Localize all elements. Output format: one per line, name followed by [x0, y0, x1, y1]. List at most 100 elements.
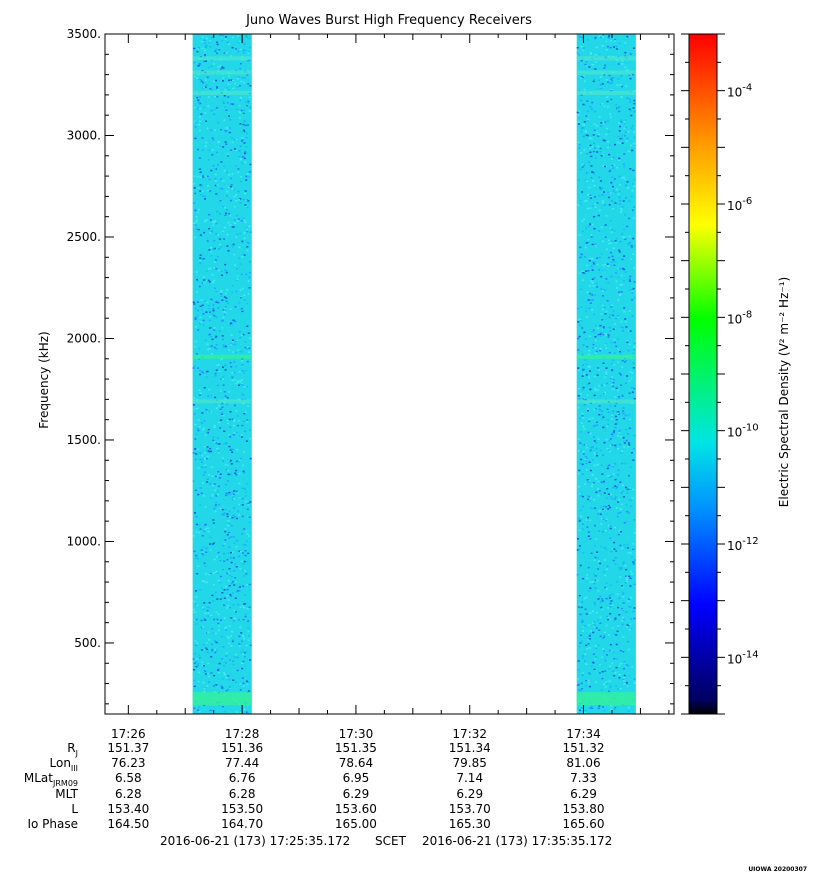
burst-noise-pixel — [582, 76, 585, 79]
burst-noise-pixel — [198, 63, 201, 65]
burst-noise-pixel — [602, 333, 605, 336]
burst-noise-pixel — [598, 195, 601, 197]
burst-noise-pixel — [203, 618, 206, 620]
burst-noise-pixel — [579, 246, 582, 249]
burst-noise-pixel — [212, 484, 215, 486]
burst-noise-pixel — [201, 466, 204, 469]
burst-noise-pixel — [223, 119, 226, 121]
burst-noise-pixel — [585, 684, 588, 687]
burst-noise-pixel — [594, 424, 597, 427]
burst-noise-pixel — [618, 42, 621, 44]
burst-noise-pixel — [216, 41, 219, 44]
burst-noise-pixel — [239, 123, 242, 125]
burst-noise-pixel — [225, 676, 228, 679]
burst-noise-pixel — [215, 52, 218, 55]
burst-noise-pixel — [616, 107, 619, 110]
burst-noise-pixel — [608, 204, 611, 206]
burst-noise-pixel — [593, 440, 596, 442]
burst-noise-pixel — [204, 506, 207, 508]
burst-noise-pixel — [607, 256, 610, 259]
burst-noise-pixel — [597, 367, 600, 369]
burst-noise-pixel — [225, 300, 228, 302]
burst-noise-pixel — [580, 99, 582, 102]
burst-noise-pixel — [627, 648, 630, 651]
burst-noise-pixel — [220, 36, 223, 38]
burst-noise-pixel — [243, 708, 246, 711]
burst-noise-pixel — [615, 387, 618, 389]
burst-noise-pixel — [212, 224, 215, 227]
burst-noise-pixel — [244, 161, 247, 164]
burst-noise-pixel — [194, 438, 197, 440]
burst-noise-pixel — [603, 426, 606, 429]
burst-noise-pixel — [609, 665, 612, 668]
burst-noise-pixel — [628, 487, 631, 489]
burst-noise-pixel — [595, 452, 598, 455]
burst-noise-pixel — [205, 44, 208, 47]
burst-noise-pixel — [579, 324, 582, 326]
burst-noise-pixel — [596, 257, 598, 259]
chart-title: Juno Waves Burst High Frequency Receiver… — [245, 13, 532, 28]
burst-noise-pixel — [196, 50, 199, 53]
burst-noise-pixel — [594, 68, 597, 70]
burst-noise-pixel — [615, 345, 618, 348]
burst-noise-pixel — [617, 193, 620, 195]
burst-noise-pixel — [614, 444, 617, 447]
burst-noise-pixel — [241, 640, 243, 642]
burst-noise-pixel — [227, 551, 230, 554]
burst-noise-pixel — [210, 450, 213, 453]
burst-noise-pixel — [201, 661, 204, 663]
burst-noise-pixel — [577, 683, 580, 686]
burst-noise-pixel — [202, 644, 205, 646]
burst-noise-pixel — [231, 321, 234, 324]
burst-noise-pixel — [613, 541, 615, 544]
burst-noise-pixel — [198, 168, 201, 170]
burst-noise-pixel — [598, 116, 601, 118]
burst-noise-pixel — [631, 315, 634, 317]
burst-noise-pixel — [206, 455, 209, 458]
burst-noise-pixel — [617, 501, 619, 503]
burst-noise-pixel — [578, 398, 581, 400]
burst-noise-pixel — [238, 635, 241, 638]
burst-noise-pixel — [207, 530, 210, 533]
burst-noise-pixel — [247, 627, 250, 629]
emission-band — [576, 698, 636, 706]
burst-noise-pixel — [610, 275, 613, 278]
burst-noise-pixel — [226, 422, 229, 425]
burst-noise-pixel — [213, 221, 216, 224]
burst-noise-pixel — [208, 602, 211, 604]
burst-noise-pixel — [621, 547, 624, 549]
burst-noise-pixel — [610, 261, 613, 264]
burst-noise-pixel — [214, 510, 217, 513]
burst-noise-pixel — [632, 447, 635, 450]
burst-noise-pixel — [579, 199, 582, 202]
burst-noise-pixel — [603, 384, 606, 387]
burst-noise-pixel — [226, 245, 229, 247]
burst-noise-pixel — [600, 313, 603, 315]
burst-noise-pixel — [626, 547, 629, 549]
burst-noise-pixel — [618, 196, 621, 199]
burst-noise-pixel — [582, 388, 584, 391]
burst-noise-pixel — [619, 429, 622, 432]
burst-noise-pixel — [599, 622, 602, 624]
burst-noise-pixel — [599, 84, 602, 86]
burst-noise-pixel — [212, 308, 215, 310]
burst-noise-pixel — [234, 516, 236, 518]
burst-noise-pixel — [587, 531, 590, 533]
burst-noise-pixel — [605, 347, 608, 349]
burst-noise-pixel — [222, 460, 225, 462]
burst-noise-pixel — [220, 178, 222, 180]
burst-noise-pixel — [586, 526, 589, 528]
burst-noise-pixel — [229, 322, 232, 324]
burst-noise-pixel — [597, 663, 600, 665]
burst-noise-pixel — [578, 54, 581, 56]
burst-noise-pixel — [249, 501, 252, 503]
burst-noise-pixel — [243, 43, 246, 45]
burst-noise-pixel — [626, 97, 629, 99]
burst-noise-pixel — [220, 636, 223, 638]
burst-noise-pixel — [588, 633, 591, 636]
burst-noise-pixel — [618, 203, 621, 205]
burst-noise-pixel — [600, 180, 602, 182]
burst-noise-pixel — [613, 230, 616, 232]
burst-noise-pixel — [621, 63, 624, 65]
burst-noise-pixel — [598, 385, 601, 387]
